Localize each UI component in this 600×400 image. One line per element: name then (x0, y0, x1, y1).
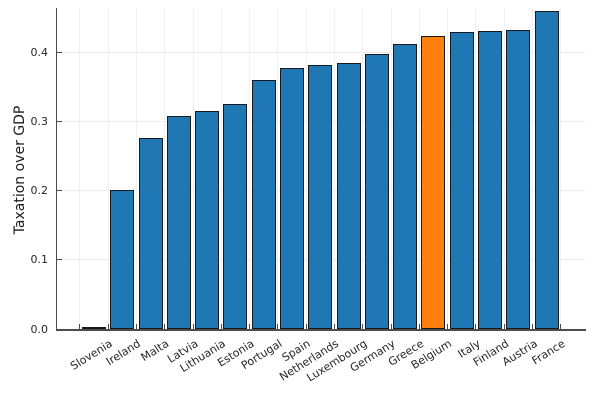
x-tick-mark (220, 324, 222, 329)
y-tick-label: 0.2 (30, 184, 49, 198)
y-tick-label: 0.3 (30, 115, 49, 129)
x-tick-mark (79, 324, 81, 329)
v-gridline (333, 8, 335, 329)
bar-germany (364, 53, 389, 329)
x-tick-mark (164, 324, 166, 329)
v-gridline (390, 8, 392, 329)
v-gridline (362, 8, 364, 329)
x-tick-mark (560, 324, 562, 329)
bar-ireland (110, 189, 135, 329)
bar-netherlands (308, 64, 333, 329)
bar-portugal (251, 79, 276, 329)
bar-malta (138, 137, 163, 329)
v-gridline (447, 8, 449, 329)
x-tick-mark (390, 324, 392, 329)
v-gridline (531, 8, 533, 329)
bar-austria (506, 30, 531, 329)
v-gridline (305, 8, 307, 329)
y-axis-line (56, 8, 57, 330)
x-tick-mark (362, 324, 364, 329)
bar-finland (478, 30, 503, 329)
v-gridline (277, 8, 279, 329)
bar-france (534, 10, 559, 329)
bar-spain (280, 68, 304, 329)
x-tick-mark (475, 324, 477, 329)
x-tick-mark (192, 324, 194, 329)
v-gridline (475, 8, 477, 329)
x-tick-mark (135, 324, 137, 329)
bar-luxembourg (336, 63, 361, 329)
x-tick-mark (305, 324, 307, 329)
bar-estonia (223, 103, 248, 329)
x-tick-mark (447, 324, 449, 329)
x-tick-mark (249, 324, 251, 329)
y-tick-label: 0.4 (30, 46, 49, 60)
x-tick-mark (107, 324, 109, 329)
y-tick-label: 0.1 (30, 253, 49, 267)
bar-greece (393, 43, 418, 329)
bar-italy (449, 32, 474, 329)
v-gridline (135, 8, 137, 329)
bar-slovenia (82, 326, 106, 329)
v-gridline (560, 8, 562, 329)
x-axis-line (56, 329, 586, 331)
v-gridline (503, 8, 505, 329)
x-tick-mark (418, 324, 420, 329)
x-tick-label-malta: Malta (138, 337, 172, 365)
v-gridline (107, 8, 109, 329)
plot-area (56, 8, 585, 330)
y-tick-mark (56, 190, 62, 192)
v-gridline (164, 8, 166, 329)
bar-latvia (166, 116, 191, 329)
v-gridline (79, 8, 81, 329)
x-tick-mark (503, 324, 505, 329)
y-tick-mark (56, 52, 62, 54)
x-tick-mark (531, 324, 533, 329)
v-gridline (249, 8, 251, 329)
x-tick-mark (333, 324, 335, 329)
y-tick-mark (56, 121, 62, 123)
y-axis-label: Taxation over GDP (12, 105, 28, 235)
h-gridline (56, 52, 585, 54)
v-gridline (192, 8, 194, 329)
bar-belgium (421, 35, 446, 329)
x-tick-mark (277, 324, 279, 329)
bar-lithuania (195, 110, 220, 329)
y-tick-label: 0.0 (30, 322, 49, 336)
v-gridline (220, 8, 222, 329)
y-tick-mark (56, 259, 62, 261)
v-gridline (418, 8, 420, 329)
